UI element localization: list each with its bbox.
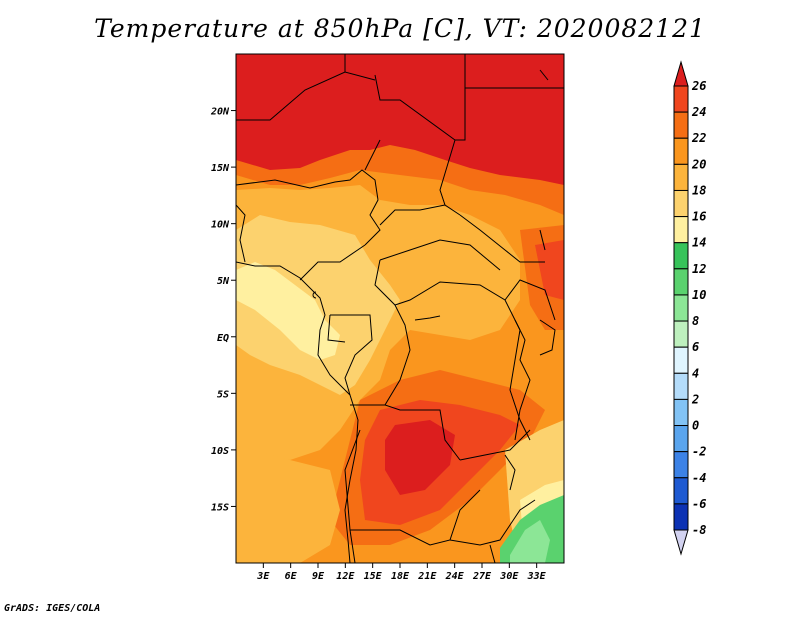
field-band-16-west — [236, 215, 400, 395]
colorbar-label: 10 — [692, 288, 706, 302]
lon-tick-label: 12E — [336, 571, 355, 582]
lon-tick-label: 24E — [445, 571, 465, 582]
colorbar-label: -8 — [692, 523, 706, 537]
lon-tick-label: 33E — [527, 571, 547, 582]
latitude-axis: 20N 15N 10N 5N EQ 5S 10S 15S — [210, 107, 236, 513]
colorbar-label: 20 — [691, 157, 706, 171]
colorbar-segment — [673, 268, 689, 296]
colorbar-label: -2 — [692, 445, 706, 459]
colorbar-label: 0 — [692, 419, 699, 433]
lat-tick-label: 5N — [217, 276, 230, 287]
credit-label: GrADS: IGES/COLA — [4, 603, 101, 614]
lat-tick-label: 20N — [210, 107, 230, 118]
colorbar-segment — [673, 163, 689, 191]
colorbar-label: 24 — [691, 105, 706, 119]
colorbar-segment — [673, 425, 689, 453]
lon-tick-label: 9E — [312, 571, 325, 582]
lat-tick-label: 5S — [217, 389, 229, 400]
field-band-10-southeast — [510, 520, 550, 563]
coastlines — [236, 69, 556, 563]
lon-tick-label: 15E — [364, 571, 383, 582]
field-band-14-west — [236, 262, 340, 360]
colorbar-label: 14 — [692, 236, 706, 250]
colorbar-segment — [673, 398, 689, 427]
lat-tick-label: 10N — [211, 220, 230, 231]
lon-tick-label: 3E — [256, 571, 270, 582]
colorbar-label: 12 — [692, 262, 706, 276]
colorbar-segment — [673, 320, 689, 348]
page-title: Temperature at 850hPa [C], VT: 202008212… — [94, 14, 706, 43]
colorbar-segment — [673, 346, 689, 374]
longitude-axis: 3E 6E 9E 12E 15E 18E 21E 24E 27E 30E 33E — [256, 563, 547, 582]
colorbar-under-triangle — [673, 529, 689, 556]
lon-tick-label: 18E — [391, 571, 410, 582]
colorbar-label: -6 — [692, 497, 706, 511]
colorbar-segment — [673, 189, 689, 218]
colorbar-label: 8 — [692, 314, 699, 328]
colorbar-segment — [673, 477, 689, 505]
colorbar-segment — [673, 111, 689, 139]
colorbar-label: 16 — [692, 210, 706, 224]
field-band-18-southwest — [236, 445, 340, 563]
colorbar-label: 2 — [691, 392, 699, 406]
lon-tick-label: 6E — [285, 571, 298, 582]
colorbar-over-triangle — [673, 60, 689, 87]
lon-tick-label: 27E — [472, 571, 492, 582]
colorbar-segment — [673, 216, 689, 244]
field-band-26-south — [385, 420, 455, 495]
colorbar-segment — [673, 503, 689, 531]
colorbar-segment — [673, 242, 689, 270]
lat-tick-label: 10S — [211, 446, 229, 457]
lat-tick-label: 15N — [211, 163, 230, 174]
field-band-26-north — [236, 54, 564, 185]
colorbar-segment — [673, 451, 689, 479]
lon-tick-label: 30E — [499, 571, 519, 582]
country-borders — [236, 54, 564, 563]
colorbar-segment — [673, 294, 689, 322]
colorbar-segment — [673, 372, 689, 400]
lat-tick-label: 15S — [211, 502, 229, 513]
colorbar-segment — [673, 137, 689, 165]
lon-tick-label: 21E — [417, 571, 437, 582]
colorbar-segment — [673, 85, 689, 113]
colorbar-label: 22 — [691, 131, 706, 145]
field-band-24-east — [535, 240, 564, 300]
colorbar-label: -4 — [692, 471, 706, 485]
colorbar-label: 4 — [692, 366, 699, 380]
colorbar-label: 18 — [692, 183, 706, 197]
temperature-map — [236, 54, 564, 563]
colorbar-label: 6 — [692, 340, 699, 354]
lat-tick-label: EQ — [217, 333, 229, 344]
colorbar-label: 26 — [691, 79, 706, 93]
